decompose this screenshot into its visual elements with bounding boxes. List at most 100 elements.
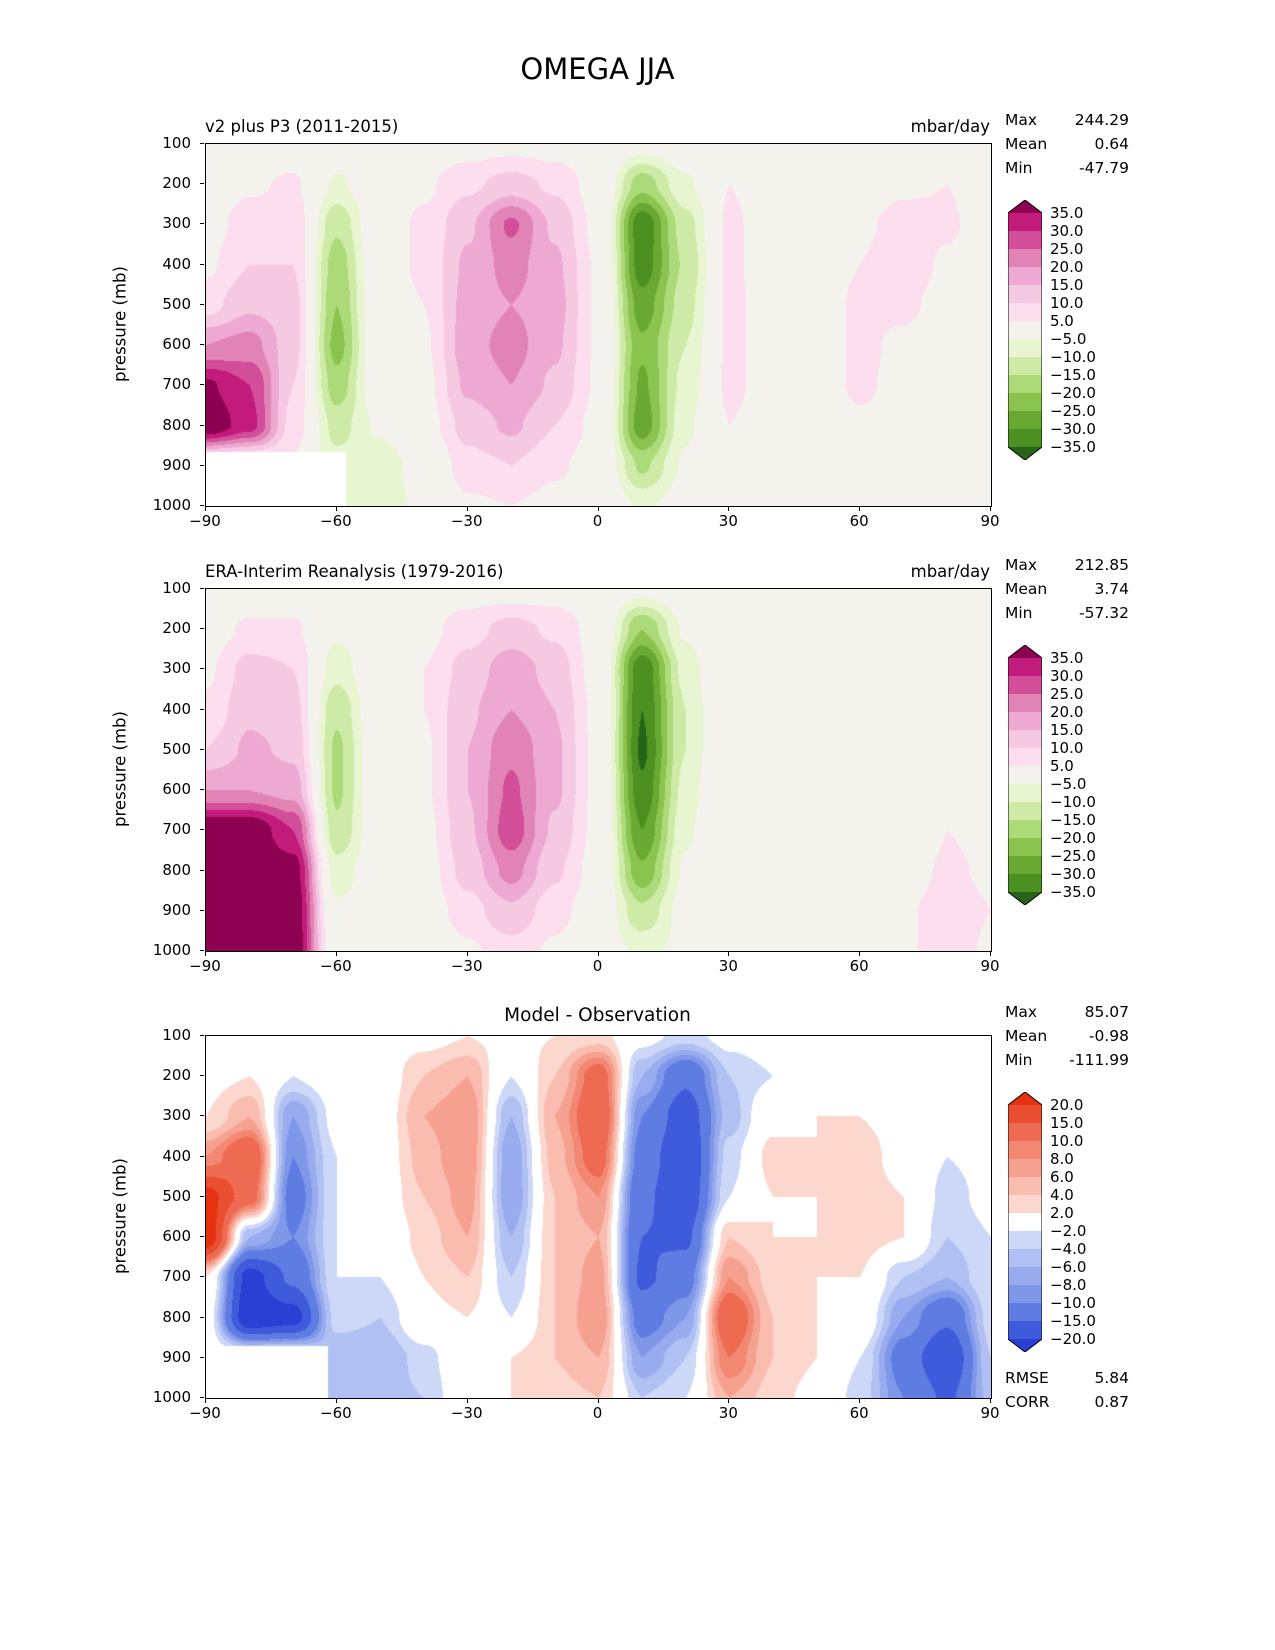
x-tick-mark — [597, 952, 599, 956]
y-tick-label: 400 — [162, 1146, 191, 1165]
y-tick-mark — [200, 384, 204, 386]
y-tick-mark — [200, 1356, 204, 1358]
x-tick-label: −90 — [189, 957, 221, 975]
x-tick-mark — [859, 507, 861, 511]
colorbar-tick-label: 20.0 — [1050, 1096, 1084, 1114]
y-tick-label: 600 — [162, 780, 191, 799]
y-axis-label: pressure (mb) — [110, 711, 130, 827]
stat-mean-value: -0.98 — [1088, 1027, 1129, 1045]
x-tick-label: 30 — [718, 957, 738, 975]
x-tick-label: −60 — [320, 512, 352, 530]
y-tick-mark — [200, 344, 204, 346]
y-tick-label: 700 — [162, 375, 191, 394]
y-tick-mark — [200, 950, 204, 951]
colorbar-tick-label: 10.0 — [1050, 739, 1084, 757]
x-tick-mark — [466, 507, 468, 511]
colorbar-tick-label: −35.0 — [1050, 883, 1096, 901]
stat-min-value: -111.99 — [1069, 1051, 1129, 1069]
colorbar-tick-label: −10.0 — [1050, 1294, 1096, 1312]
y-tick-label: 100 — [162, 579, 191, 597]
colorbar-tick-label: 5.0 — [1050, 757, 1074, 775]
stat-max-value: 85.07 — [1084, 1003, 1129, 1021]
plot-area — [205, 143, 992, 507]
y-tick-mark — [200, 424, 204, 426]
y-tick-mark — [200, 1195, 204, 1197]
plot-area — [205, 1035, 992, 1399]
colorbar-tick-label: −5.0 — [1050, 775, 1087, 793]
panel-model-units: mbar/day — [910, 117, 990, 136]
colorbar-tick-label: 10.0 — [1050, 1132, 1084, 1150]
colorbar-tick-label: 5.0 — [1050, 312, 1074, 330]
y-tick-label: 800 — [162, 415, 191, 434]
colorbar: 20.0 15.0 10.0 8.0 6.0 4.0 2.0 −2.0 −4.0 −6.0 −8.0… — [1008, 1092, 1128, 1352]
x-tick-mark — [990, 1399, 991, 1403]
stat-max-label: Max — [1005, 1003, 1038, 1021]
y-tick-label: 800 — [162, 1307, 191, 1326]
y-tick-mark — [200, 1115, 204, 1117]
panel-model: v2 plus P3 (2011-2015) mbar/day pressure… — [0, 103, 1275, 573]
x-tick-mark — [466, 952, 468, 956]
colorbar-svg — [1008, 1092, 1042, 1352]
stat-mean-label: Mean — [1005, 1027, 1048, 1045]
stat-mean-value: 3.74 — [1094, 580, 1129, 598]
main-title: OMEGA JJA — [520, 52, 675, 86]
panel-model-title: v2 plus P3 (2011-2015) — [205, 117, 399, 136]
colorbar-tick-label: 15.0 — [1050, 721, 1084, 739]
stat-corr-value: 0.87 — [1094, 1393, 1129, 1411]
y-tick-mark — [200, 1035, 204, 1036]
stat-rmse-value: 5.84 — [1094, 1369, 1129, 1387]
plot-area — [205, 588, 992, 952]
y-tick-mark — [200, 628, 204, 630]
panel-difference: Model - Observation pressure (mb) −90 −60… — [0, 995, 1275, 1465]
y-tick-label: 600 — [162, 335, 191, 354]
colorbar-tick-label: −5.0 — [1050, 330, 1087, 348]
y-tick-mark — [200, 1155, 204, 1157]
y-tick-label: 500 — [162, 1186, 191, 1205]
y-tick-label: 900 — [162, 1347, 191, 1366]
panel-reanalysis: ERA-Interim Reanalysis (1979-2016) mbar/… — [0, 548, 1275, 1018]
x-tick-label: −30 — [450, 957, 483, 975]
colorbar: 35.0 30.0 25.0 20.0 15.0 10.0 5.0 −5.0 −10.0 −15.… — [1008, 645, 1128, 905]
colorbar: 35.0 30.0 25.0 20.0 15.0 10.0 5.0 −5.0 −10.0 −15.… — [1008, 200, 1128, 460]
x-tick-mark — [728, 952, 730, 956]
colorbar-tick-label: −30.0 — [1050, 865, 1096, 883]
colorbar-tick-label: 35.0 — [1050, 649, 1084, 667]
x-tick-mark — [205, 507, 206, 511]
y-tick-label: 400 — [162, 254, 191, 273]
y-tick-mark — [200, 588, 204, 589]
y-tick-mark — [200, 909, 204, 911]
x-tick-mark — [859, 1399, 861, 1403]
colorbar-tick-label: −10.0 — [1050, 348, 1096, 366]
stat-rmse-label: RMSE — [1005, 1369, 1049, 1387]
colorbar-svg — [1008, 645, 1042, 905]
x-tick-label: 60 — [849, 1404, 869, 1422]
stat-max-value: 212.85 — [1074, 556, 1129, 574]
colorbar-tick-label: 35.0 — [1050, 204, 1084, 222]
colorbar-tick-label: 8.0 — [1050, 1150, 1074, 1168]
y-tick-mark — [200, 748, 204, 750]
contour-plot-canvas — [206, 589, 991, 951]
x-tick-label: 90 — [980, 512, 1000, 530]
x-tick-label: −60 — [320, 957, 352, 975]
y-tick-label: 700 — [162, 820, 191, 839]
y-tick-mark — [200, 1236, 204, 1238]
y-tick-label: 600 — [162, 1227, 191, 1246]
y-tick-mark — [200, 505, 204, 506]
y-tick-mark — [200, 829, 204, 831]
colorbar-tick-label: −20.0 — [1050, 1330, 1096, 1348]
colorbar-tick-label: −25.0 — [1050, 402, 1096, 420]
x-tick-mark — [335, 507, 337, 511]
x-tick-label: −30 — [450, 1404, 483, 1422]
colorbar-tick-label: −20.0 — [1050, 829, 1096, 847]
x-tick-mark — [335, 1399, 337, 1403]
panel-reanalysis-title: ERA-Interim Reanalysis (1979-2016) — [205, 562, 504, 581]
y-tick-label: 1000 — [152, 1388, 191, 1406]
colorbar-tick-label: 30.0 — [1050, 667, 1084, 685]
y-tick-label: 100 — [162, 134, 191, 152]
y-tick-label: 700 — [162, 1267, 191, 1286]
stat-max-label: Max — [1005, 556, 1038, 574]
y-tick-label: 900 — [162, 455, 191, 474]
y-tick-label: 1000 — [152, 496, 191, 514]
colorbar-tick-label: −10.0 — [1050, 793, 1096, 811]
